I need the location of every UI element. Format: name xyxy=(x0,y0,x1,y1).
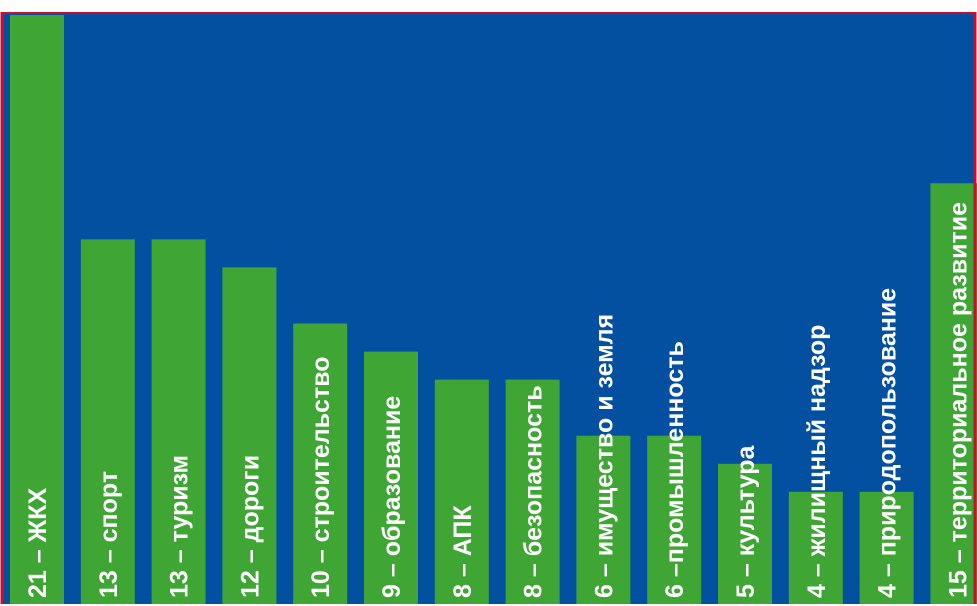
bar-label-13: 4 – природопользование xyxy=(874,288,902,598)
bar-label-11: 5 – культура xyxy=(732,444,760,598)
bar-labels: 21 – ЖКХ 13 – спорт 13 – туризм 12 – дороги… xyxy=(24,202,972,598)
bar-2 xyxy=(80,239,135,604)
bar-label-1: 21 – ЖКХ xyxy=(24,488,52,598)
bar-label-7: 8 – АПК xyxy=(449,505,477,598)
bar-11 xyxy=(718,463,772,604)
bar-9 xyxy=(576,435,631,604)
bar-10 xyxy=(647,435,702,604)
bar-4 xyxy=(222,267,277,604)
bar-label-8: 8 – безопасность xyxy=(520,385,548,598)
bar-label-4: 12 – дороги xyxy=(236,455,264,598)
bar-14 xyxy=(930,183,977,605)
bar-label-5: 10 – строительство xyxy=(307,356,335,598)
bar-1 xyxy=(10,15,64,604)
bar-5 xyxy=(293,323,348,604)
bar-label-3: 13 – туризм xyxy=(166,455,194,598)
bar-label-12: 4 – жилищный надзор xyxy=(803,325,831,598)
bar-6 xyxy=(364,351,418,604)
bar-label-10: 6 –промышленность xyxy=(661,341,689,598)
bar-label-9: 6 – имущество и земля xyxy=(590,314,618,598)
bars xyxy=(10,15,977,605)
bar-7 xyxy=(434,379,489,604)
bar-3 xyxy=(151,239,206,604)
bar-13 xyxy=(859,491,914,604)
bar-8 xyxy=(505,379,560,604)
bar-label-14: 15 – территориальное развитие xyxy=(944,202,972,598)
bar-12 xyxy=(788,491,843,604)
bar-label-6: 9 – образование xyxy=(378,396,406,598)
bar-label-2: 13 – спорт xyxy=(95,471,123,598)
